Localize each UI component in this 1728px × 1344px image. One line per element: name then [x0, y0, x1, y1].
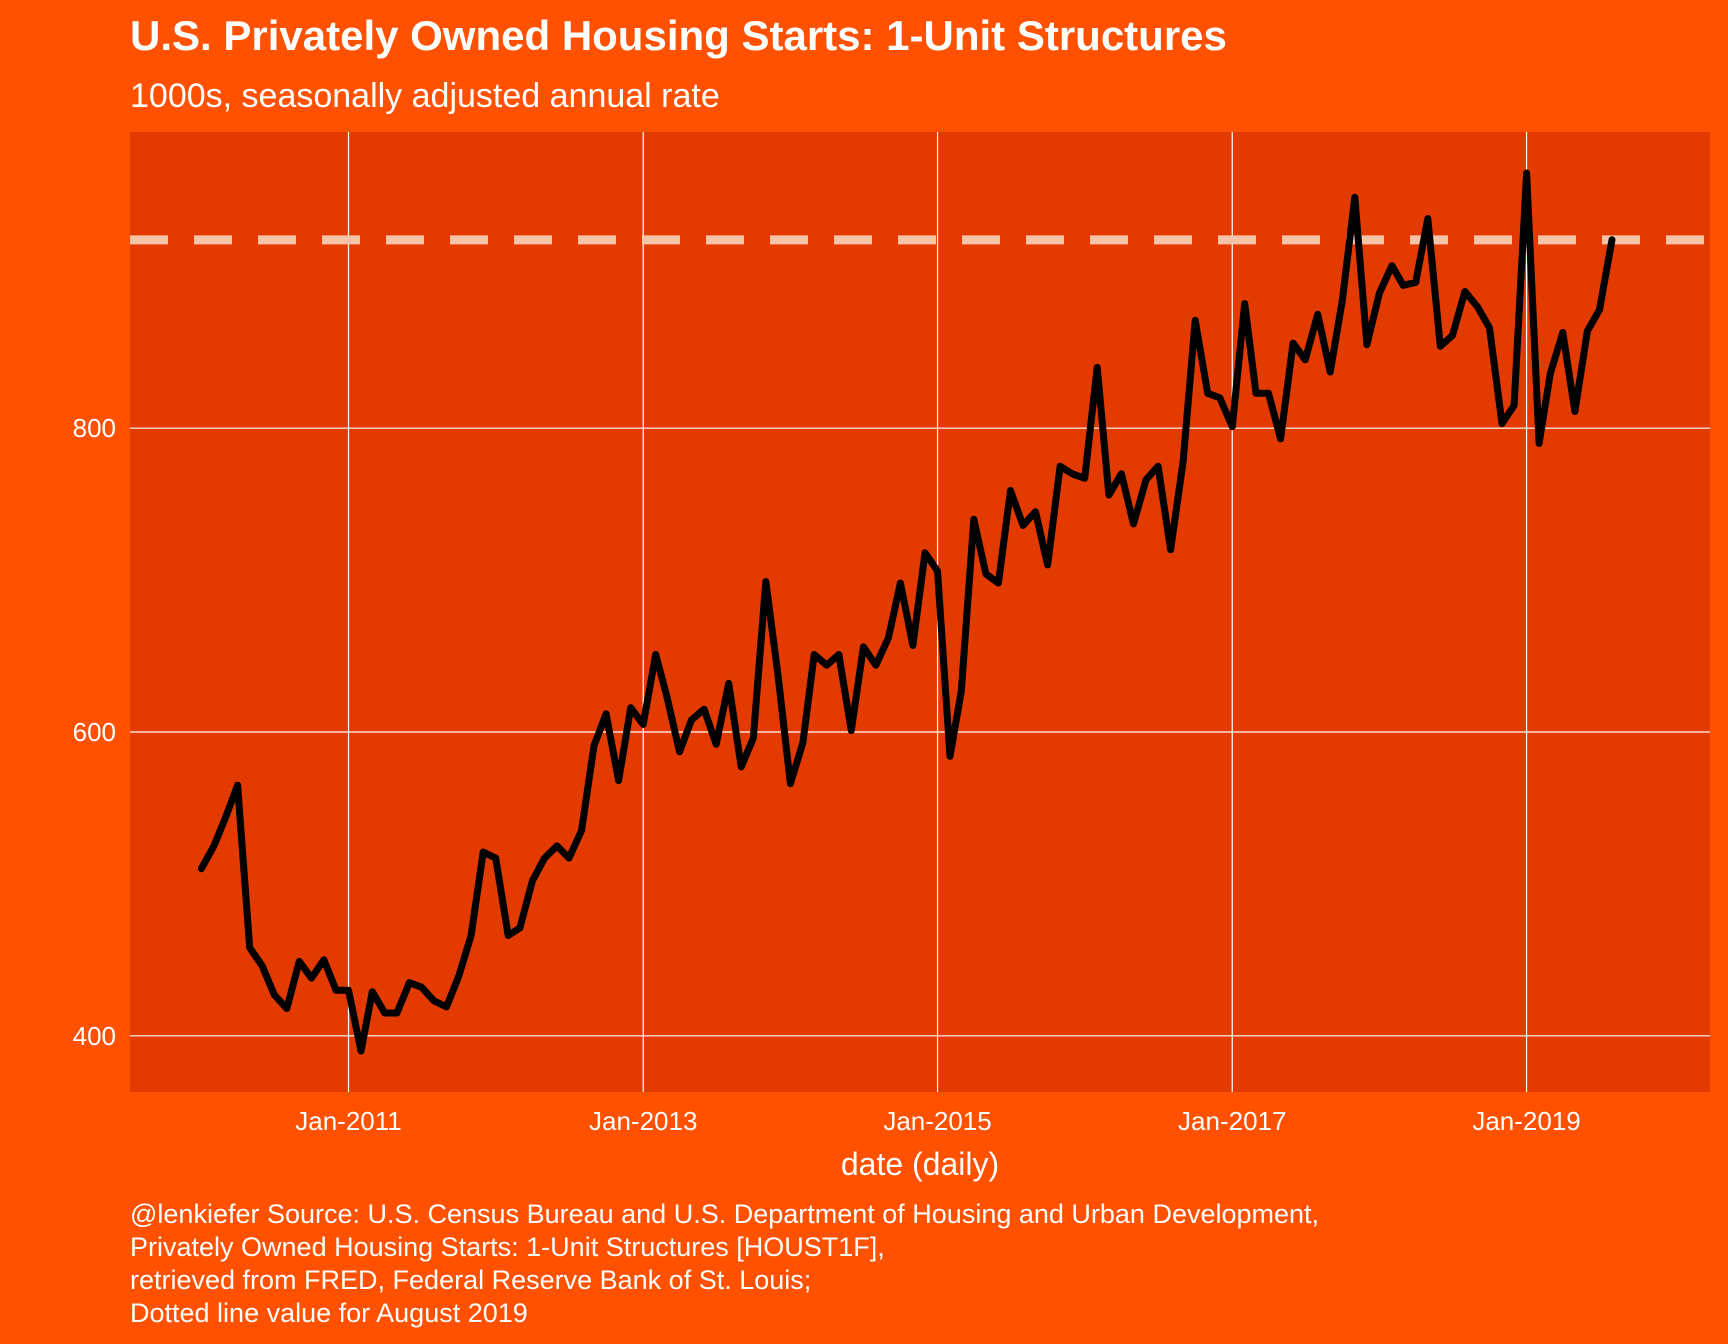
x-tick-label-jan-2011: Jan-2011 [295, 1106, 402, 1136]
x-tick-label-jan-2013: Jan-2013 [589, 1106, 697, 1136]
chart-subtitle: 1000s, seasonally adjusted annual rate [130, 77, 720, 115]
x-tick-label-jan-2015: Jan-2015 [883, 1106, 991, 1136]
caption-line-2: Privately Owned Housing Starts: 1-Unit S… [130, 1232, 885, 1262]
y-tick-label-800: 800 [73, 413, 116, 443]
x-tick-labels: Jan-2011 Jan-2013 Jan-2015 Jan-2017 Jan-2019 [295, 1106, 1581, 1136]
caption-line-1: @lenkiefer Source: U.S. Census Bureau an… [130, 1199, 1319, 1229]
y-gridlines [130, 427, 1710, 1037]
y-tick-label-600: 600 [73, 717, 116, 747]
x-tick-label-jan-2017: Jan-2017 [1178, 1106, 1286, 1136]
series-line-housing-starts [197, 169, 1616, 1055]
x-axis-title: date (daily) [841, 1146, 999, 1182]
caption-line-3: retrieved from FRED, Federal Reserve Ban… [130, 1265, 811, 1295]
y-tick-labels: 400 600 800 [73, 413, 116, 1051]
y-tick-label-400: 400 [73, 1021, 116, 1051]
x-tick-label-jan-2019: Jan-2019 [1472, 1106, 1580, 1136]
chart-title: U.S. Privately Owned Housing Starts: 1-U… [130, 12, 1227, 59]
caption-line-4: Dotted line value for August 2019 [130, 1298, 528, 1328]
